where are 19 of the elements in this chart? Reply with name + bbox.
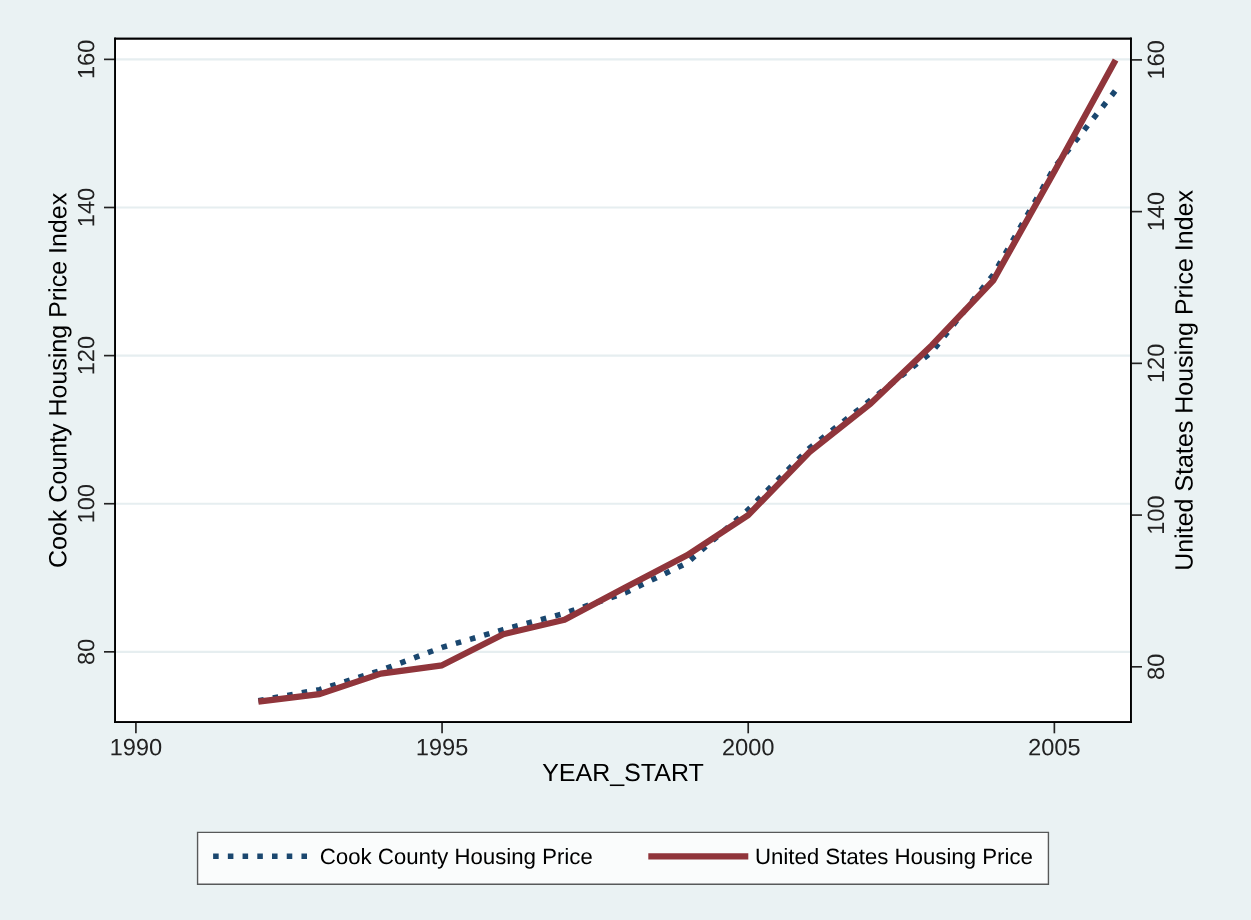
x-tick-label: 2005	[1029, 738, 1080, 756]
x-tick-label: 2000	[723, 738, 774, 756]
y-tick-label: 80	[77, 639, 95, 664]
y-tick-label: 160	[77, 40, 95, 78]
y-axis-title: Cook County Housing Price Index	[48, 193, 72, 567]
y2-tick-label: 100	[1147, 496, 1165, 533]
x-tick-label: 1990	[111, 738, 162, 756]
y-tick-label: 100	[77, 484, 95, 522]
x-tick-label: 1995	[417, 738, 468, 756]
y2-axis-title: United States Housing Price Index	[1174, 190, 1198, 569]
y2-tick-label: 120	[1147, 344, 1165, 382]
legend-label: United States Housing Price	[756, 847, 1032, 869]
y2-tick-label: 160	[1147, 41, 1165, 78]
y-tick-label: 140	[77, 188, 95, 226]
y-tick-label: 120	[77, 336, 95, 374]
y2-tick-label: 80	[1147, 654, 1165, 679]
legend-label: Cook County Housing Price	[320, 847, 592, 869]
y2-tick-label: 140	[1147, 192, 1165, 230]
x-axis-title: YEAR_START	[542, 763, 704, 787]
